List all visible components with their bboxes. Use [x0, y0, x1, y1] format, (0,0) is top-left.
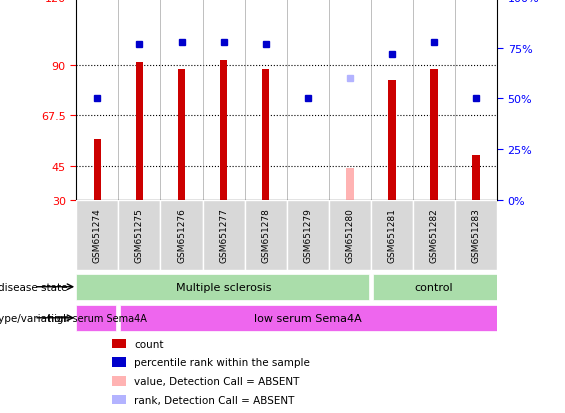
Text: disease state: disease state — [0, 282, 68, 292]
Bar — [388, 81, 396, 200]
FancyBboxPatch shape — [160, 200, 202, 271]
Bar — [220, 61, 227, 200]
Text: GSM651279: GSM651279 — [303, 208, 312, 263]
FancyBboxPatch shape — [329, 200, 371, 271]
Text: GSM651281: GSM651281 — [388, 208, 397, 263]
Text: low serum Sema4A: low serum Sema4A — [254, 313, 362, 323]
Text: GSM651278: GSM651278 — [261, 208, 270, 263]
Text: GSM651280: GSM651280 — [345, 208, 354, 263]
FancyBboxPatch shape — [76, 200, 119, 271]
FancyBboxPatch shape — [119, 200, 160, 271]
FancyBboxPatch shape — [371, 200, 413, 271]
Bar — [76, 274, 369, 300]
Bar — [112, 339, 126, 349]
Text: GSM651274: GSM651274 — [93, 208, 102, 263]
FancyBboxPatch shape — [202, 200, 245, 271]
Text: percentile rank within the sample: percentile rank within the sample — [134, 357, 310, 368]
Bar — [262, 70, 270, 200]
Text: high serum Sema4A: high serum Sema4A — [48, 313, 147, 323]
Bar — [431, 70, 438, 200]
Bar — [120, 305, 497, 331]
Bar — [112, 376, 126, 386]
Text: rank, Detection Call = ABSENT: rank, Detection Call = ABSENT — [134, 394, 294, 405]
Text: genotype/variation: genotype/variation — [0, 313, 68, 323]
FancyBboxPatch shape — [455, 200, 497, 271]
Bar — [472, 155, 480, 200]
Text: count: count — [134, 339, 163, 349]
Text: control: control — [415, 282, 453, 292]
Text: Multiple sclerosis: Multiple sclerosis — [176, 282, 271, 292]
FancyBboxPatch shape — [413, 200, 455, 271]
Bar — [178, 70, 185, 200]
Bar — [94, 140, 101, 200]
Text: value, Detection Call = ABSENT: value, Detection Call = ABSENT — [134, 376, 299, 386]
Bar — [136, 63, 143, 200]
Text: GSM651276: GSM651276 — [177, 208, 186, 263]
Bar — [373, 274, 497, 300]
Text: GSM651277: GSM651277 — [219, 208, 228, 263]
FancyBboxPatch shape — [287, 200, 329, 271]
Text: GSM651282: GSM651282 — [429, 208, 438, 263]
Bar — [112, 358, 126, 367]
Bar — [346, 169, 354, 200]
Text: GSM651283: GSM651283 — [472, 208, 481, 263]
FancyBboxPatch shape — [245, 200, 287, 271]
Bar — [112, 395, 126, 404]
Text: GSM651275: GSM651275 — [135, 208, 144, 263]
Bar — [76, 305, 116, 331]
